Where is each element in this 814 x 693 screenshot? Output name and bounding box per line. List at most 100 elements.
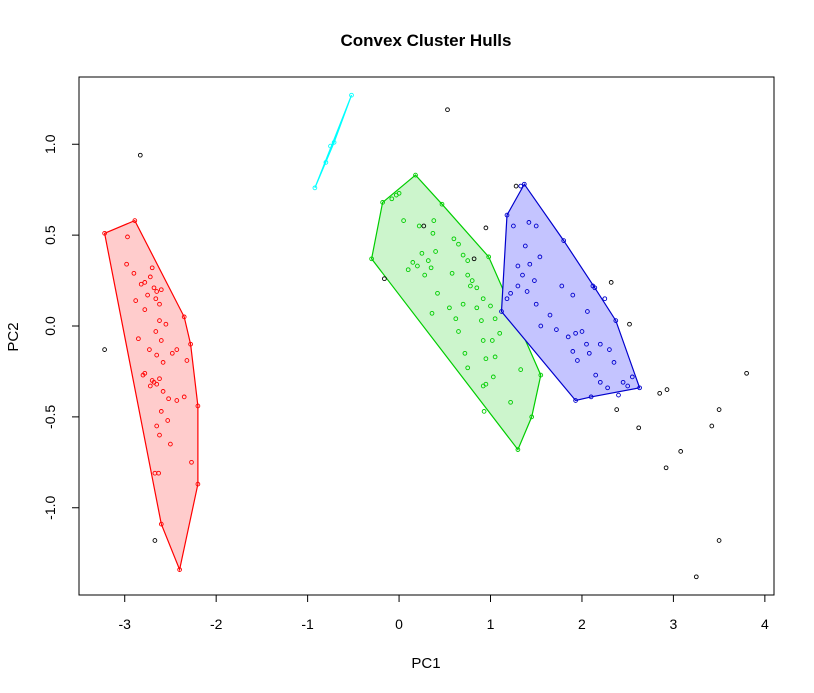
data-point-cluster-3-44 bbox=[497, 330, 503, 336]
data-point-cluster-1-24 bbox=[157, 318, 162, 323]
data-point-cluster-4-23 bbox=[504, 296, 510, 302]
data-point-cluster-3-28 bbox=[449, 270, 455, 276]
data-point-cluster-4-1 bbox=[504, 212, 510, 218]
data-point-cluster-5-22 bbox=[716, 538, 722, 543]
data-point-cluster-5-2 bbox=[137, 152, 143, 158]
data-point-cluster-1-34 bbox=[184, 358, 190, 363]
data-point-cluster-1-42 bbox=[160, 389, 166, 394]
data-point-cluster-4-34 bbox=[565, 334, 571, 340]
data-point-cluster-1-50 bbox=[168, 441, 173, 447]
data-point-cluster-4-20 bbox=[515, 283, 521, 289]
data-point-cluster-4-30 bbox=[547, 312, 553, 318]
data-point-cluster-1-19 bbox=[158, 287, 164, 293]
data-point-cluster-4-44 bbox=[597, 379, 603, 385]
data-point-cluster-4-27 bbox=[590, 283, 596, 289]
data-point-cluster-4-32 bbox=[554, 327, 559, 332]
data-point-cluster-5-13 bbox=[636, 425, 642, 431]
data-point-cluster-1-14 bbox=[142, 280, 148, 285]
data-point-cluster-4-3 bbox=[561, 238, 567, 243]
data-point-cluster-1-12 bbox=[133, 298, 139, 303]
chart-title: Convex Cluster Hulls bbox=[341, 31, 512, 50]
data-point-cluster-1-41 bbox=[151, 379, 157, 385]
cluster-hull-3 bbox=[370, 174, 542, 451]
data-point-cluster-3-1 bbox=[369, 256, 374, 262]
x-tick-label: 4 bbox=[761, 616, 769, 632]
data-point-cluster-1-13 bbox=[138, 281, 144, 287]
data-point-cluster-4-48 bbox=[616, 392, 621, 398]
data-point-cluster-3-3 bbox=[413, 172, 418, 178]
data-point-cluster-1-31 bbox=[160, 360, 166, 365]
data-point-cluster-4-18 bbox=[520, 272, 525, 278]
data-point-cluster-4-28 bbox=[602, 296, 608, 302]
data-point-cluster-3-36 bbox=[474, 305, 480, 311]
data-point-cluster-3-35 bbox=[447, 305, 452, 311]
data-point-cluster-3-6 bbox=[538, 372, 544, 378]
x-tick-label: 3 bbox=[670, 616, 678, 632]
data-point-cluster-1-20 bbox=[145, 292, 150, 298]
data-point-cluster-4-46 bbox=[620, 379, 626, 385]
data-point-cluster-5-18 bbox=[709, 423, 715, 429]
data-point-cluster-3-32 bbox=[474, 285, 480, 291]
data-point-cluster-3-18 bbox=[456, 241, 461, 247]
data-point-cluster-3-39 bbox=[492, 316, 498, 322]
data-point-cluster-4-14 bbox=[522, 243, 528, 249]
data-point-cluster-5-14 bbox=[657, 390, 663, 396]
data-point-cluster-1-30 bbox=[154, 352, 160, 358]
data-point-cluster-1-16 bbox=[147, 274, 153, 280]
data-point-cluster-1-28 bbox=[136, 336, 141, 342]
data-point-cluster-1-18 bbox=[154, 289, 160, 294]
data-point-cluster-1-38 bbox=[157, 376, 162, 382]
data-point-cluster-3-38 bbox=[488, 303, 493, 309]
data-point-cluster-5-21 bbox=[693, 574, 699, 580]
data-point-cluster-1-1 bbox=[102, 230, 107, 236]
data-point-cluster-1-46 bbox=[158, 409, 164, 414]
data-point-cluster-1-45 bbox=[181, 394, 187, 400]
data-point-cluster-3-34 bbox=[435, 290, 440, 296]
data-point-cluster-1-43 bbox=[166, 396, 171, 402]
data-point-cluster-2-2 bbox=[349, 92, 354, 98]
data-point-cluster-1-7 bbox=[177, 567, 182, 572]
data-point-cluster-3-2 bbox=[380, 200, 385, 205]
data-point-cluster-4-31 bbox=[538, 323, 544, 329]
data-point-cluster-4-5 bbox=[613, 318, 619, 323]
data-point-cluster-5-3 bbox=[102, 347, 107, 352]
data-point-cluster-3-29 bbox=[465, 272, 471, 278]
x-tick-label: 1 bbox=[487, 616, 495, 632]
x-axis: -3 -2 -1 0 1 2 3 4 bbox=[118, 594, 769, 632]
data-point-cluster-3-9 bbox=[389, 196, 395, 202]
data-point-cluster-4-47 bbox=[605, 385, 610, 391]
data-point-cluster-3-22 bbox=[415, 263, 420, 269]
data-point-cluster-3-30 bbox=[469, 278, 475, 283]
data-point-cluster-4-22 bbox=[508, 290, 513, 296]
data-point-cluster-4-33 bbox=[579, 329, 585, 334]
data-point-cluster-3-4 bbox=[439, 201, 445, 207]
data-point-cluster-3-33 bbox=[460, 301, 466, 307]
data-point-cluster-3-27 bbox=[422, 272, 428, 278]
data-point-cluster-3-8 bbox=[515, 447, 521, 452]
data-point-cluster-1-48 bbox=[154, 423, 160, 429]
data-point-cluster-4-11 bbox=[526, 220, 532, 225]
data-point-cluster-3-14 bbox=[431, 218, 437, 223]
data-point-cluster-1-51 bbox=[189, 459, 194, 465]
data-point-cluster-1-49 bbox=[157, 432, 162, 438]
data-point-cluster-3-26 bbox=[405, 267, 411, 273]
data-point-cluster-5-15 bbox=[664, 387, 670, 392]
y-tick-label: -0.5 bbox=[42, 405, 58, 429]
x-tick-label: -2 bbox=[210, 616, 223, 632]
data-point-cluster-5-9 bbox=[513, 183, 519, 189]
data-point-cluster-3-43 bbox=[456, 329, 461, 334]
data-point-cluster-4-37 bbox=[584, 341, 589, 347]
data-point-cluster-3-47 bbox=[492, 354, 498, 360]
data-point-cluster-4-10 bbox=[518, 183, 524, 189]
data-point-cluster-3-7 bbox=[529, 414, 535, 420]
data-point-cluster-1-32 bbox=[169, 350, 175, 356]
data-point-cluster-5-11 bbox=[627, 321, 632, 327]
y-tick-label: -1.0 bbox=[42, 495, 58, 519]
data-point-cluster-5-7 bbox=[483, 225, 489, 231]
data-point-cluster-4-17 bbox=[515, 263, 521, 269]
x-tick-label: 0 bbox=[395, 616, 403, 632]
data-point-cluster-4-24 bbox=[533, 301, 539, 307]
data-point-cluster-1-22 bbox=[157, 301, 162, 307]
data-point-cluster-1-17 bbox=[151, 285, 157, 291]
